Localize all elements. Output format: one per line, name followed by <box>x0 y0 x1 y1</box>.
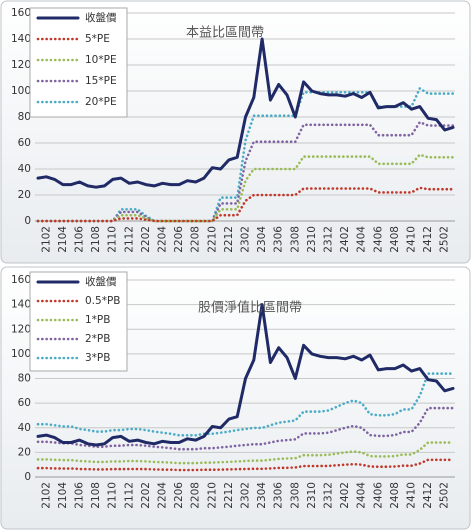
legend-label: 5*PE <box>85 33 110 45</box>
y-tick-label: 60 <box>18 137 31 149</box>
x-tick-label: 2410 <box>406 482 418 509</box>
x-tick-label: 2302 <box>240 226 252 253</box>
x-tick-label: 2102 <box>40 226 52 253</box>
y-tick-label: 160 <box>11 7 31 19</box>
y-tick-label: 20 <box>18 189 31 201</box>
legend-label: 2*PB <box>85 333 110 345</box>
x-tick-label: 2304 <box>256 482 268 509</box>
x-tick-label: 2404 <box>356 226 368 253</box>
x-tick-label: 2408 <box>389 482 401 509</box>
x-tick-label: 2402 <box>339 482 351 509</box>
x-tick-label: 2412 <box>422 482 434 509</box>
x-tick-label: 2210 <box>206 226 218 253</box>
x-tick-label: 2106 <box>74 482 86 509</box>
x-tick-label: 2402 <box>339 226 351 253</box>
series-line <box>36 303 455 447</box>
x-tick-label: 2308 <box>289 482 301 509</box>
x-tick-label: 2406 <box>372 482 384 509</box>
x-tick-label: 2112 <box>123 482 135 509</box>
legend-label: 收盤價 <box>85 275 117 288</box>
legend-label: 0.5*PB <box>85 295 120 307</box>
legend-label: 收盤價 <box>85 11 117 24</box>
x-tick-label: 2104 <box>57 482 69 509</box>
legend-label: 15*PE <box>85 75 117 87</box>
x-tick-label: 2502 <box>439 482 451 509</box>
series-line <box>36 441 455 465</box>
x-tick-label: 2306 <box>273 226 285 253</box>
y-tick-label: 0 <box>24 471 31 483</box>
legend-label: 3*PB <box>85 352 110 364</box>
x-tick-label: 2306 <box>273 482 285 509</box>
y-tick-label: 120 <box>11 323 31 335</box>
x-tick-label: 2406 <box>372 226 384 253</box>
y-tick-label: 40 <box>18 163 31 175</box>
y-tick-label: 60 <box>18 397 31 409</box>
x-tick-label: 2108 <box>90 482 102 509</box>
y-tick-label: 160 <box>11 274 31 286</box>
series-line <box>36 372 455 437</box>
chart-title: 本益比區間帶 <box>186 26 264 41</box>
x-tick-label: 2204 <box>157 226 169 253</box>
x-tick-label: 2304 <box>256 226 268 253</box>
series-line <box>36 186 455 223</box>
x-tick-label: 2302 <box>240 482 252 509</box>
y-tick-label: 20 <box>18 446 31 458</box>
x-tick-label: 2312 <box>323 226 335 253</box>
x-tick-label: 2112 <box>123 226 135 253</box>
x-tick-label: 2212 <box>223 226 235 253</box>
x-tick-label: 2310 <box>306 226 318 253</box>
x-tick-label: 2208 <box>190 482 202 509</box>
chart-title: 股價淨值比區間帶 <box>198 300 302 316</box>
x-tick-label: 2204 <box>157 482 169 509</box>
legend-label: 20*PE <box>85 96 117 108</box>
y-tick-label: 100 <box>11 348 31 360</box>
x-tick-label: 2202 <box>140 482 152 509</box>
x-tick-label: 2210 <box>206 482 218 509</box>
x-tick-label: 2106 <box>74 226 86 253</box>
x-tick-label: 2310 <box>306 482 318 509</box>
x-tick-label: 2110 <box>107 482 119 509</box>
x-tick-label: 2408 <box>389 226 401 253</box>
y-tick-label: 80 <box>18 373 31 385</box>
series-line <box>36 37 455 189</box>
legend-label: 10*PE <box>85 54 117 66</box>
x-tick-label: 2312 <box>323 482 335 509</box>
x-tick-label: 2308 <box>289 226 301 253</box>
x-tick-label: 2208 <box>190 226 202 253</box>
y-tick-label: 40 <box>18 422 31 434</box>
x-tick-label: 2104 <box>57 226 69 253</box>
x-tick-label: 2108 <box>90 226 102 253</box>
series-line <box>36 406 455 451</box>
y-tick-label: 100 <box>11 85 31 97</box>
legend-label: 1*PB <box>85 314 110 326</box>
x-tick-label: 2202 <box>140 226 152 253</box>
x-tick-label: 2102 <box>40 482 52 509</box>
y-tick-label: 0 <box>24 215 31 227</box>
y-tick-label: 120 <box>11 59 31 71</box>
y-tick-label: 140 <box>11 299 31 311</box>
y-tick-label: 140 <box>11 33 31 45</box>
legend-box <box>29 271 128 372</box>
x-tick-label: 2404 <box>356 482 368 509</box>
x-tick-label: 2502 <box>439 226 451 253</box>
y-tick-label: 80 <box>18 111 31 123</box>
x-tick-label: 2206 <box>173 482 185 509</box>
x-tick-label: 2212 <box>223 482 235 509</box>
x-tick-label: 2412 <box>422 226 434 253</box>
x-tick-label: 2410 <box>406 226 418 253</box>
x-tick-label: 2110 <box>107 226 119 253</box>
series-line <box>36 458 455 472</box>
x-tick-label: 2206 <box>173 226 185 253</box>
legend-box <box>29 7 128 118</box>
